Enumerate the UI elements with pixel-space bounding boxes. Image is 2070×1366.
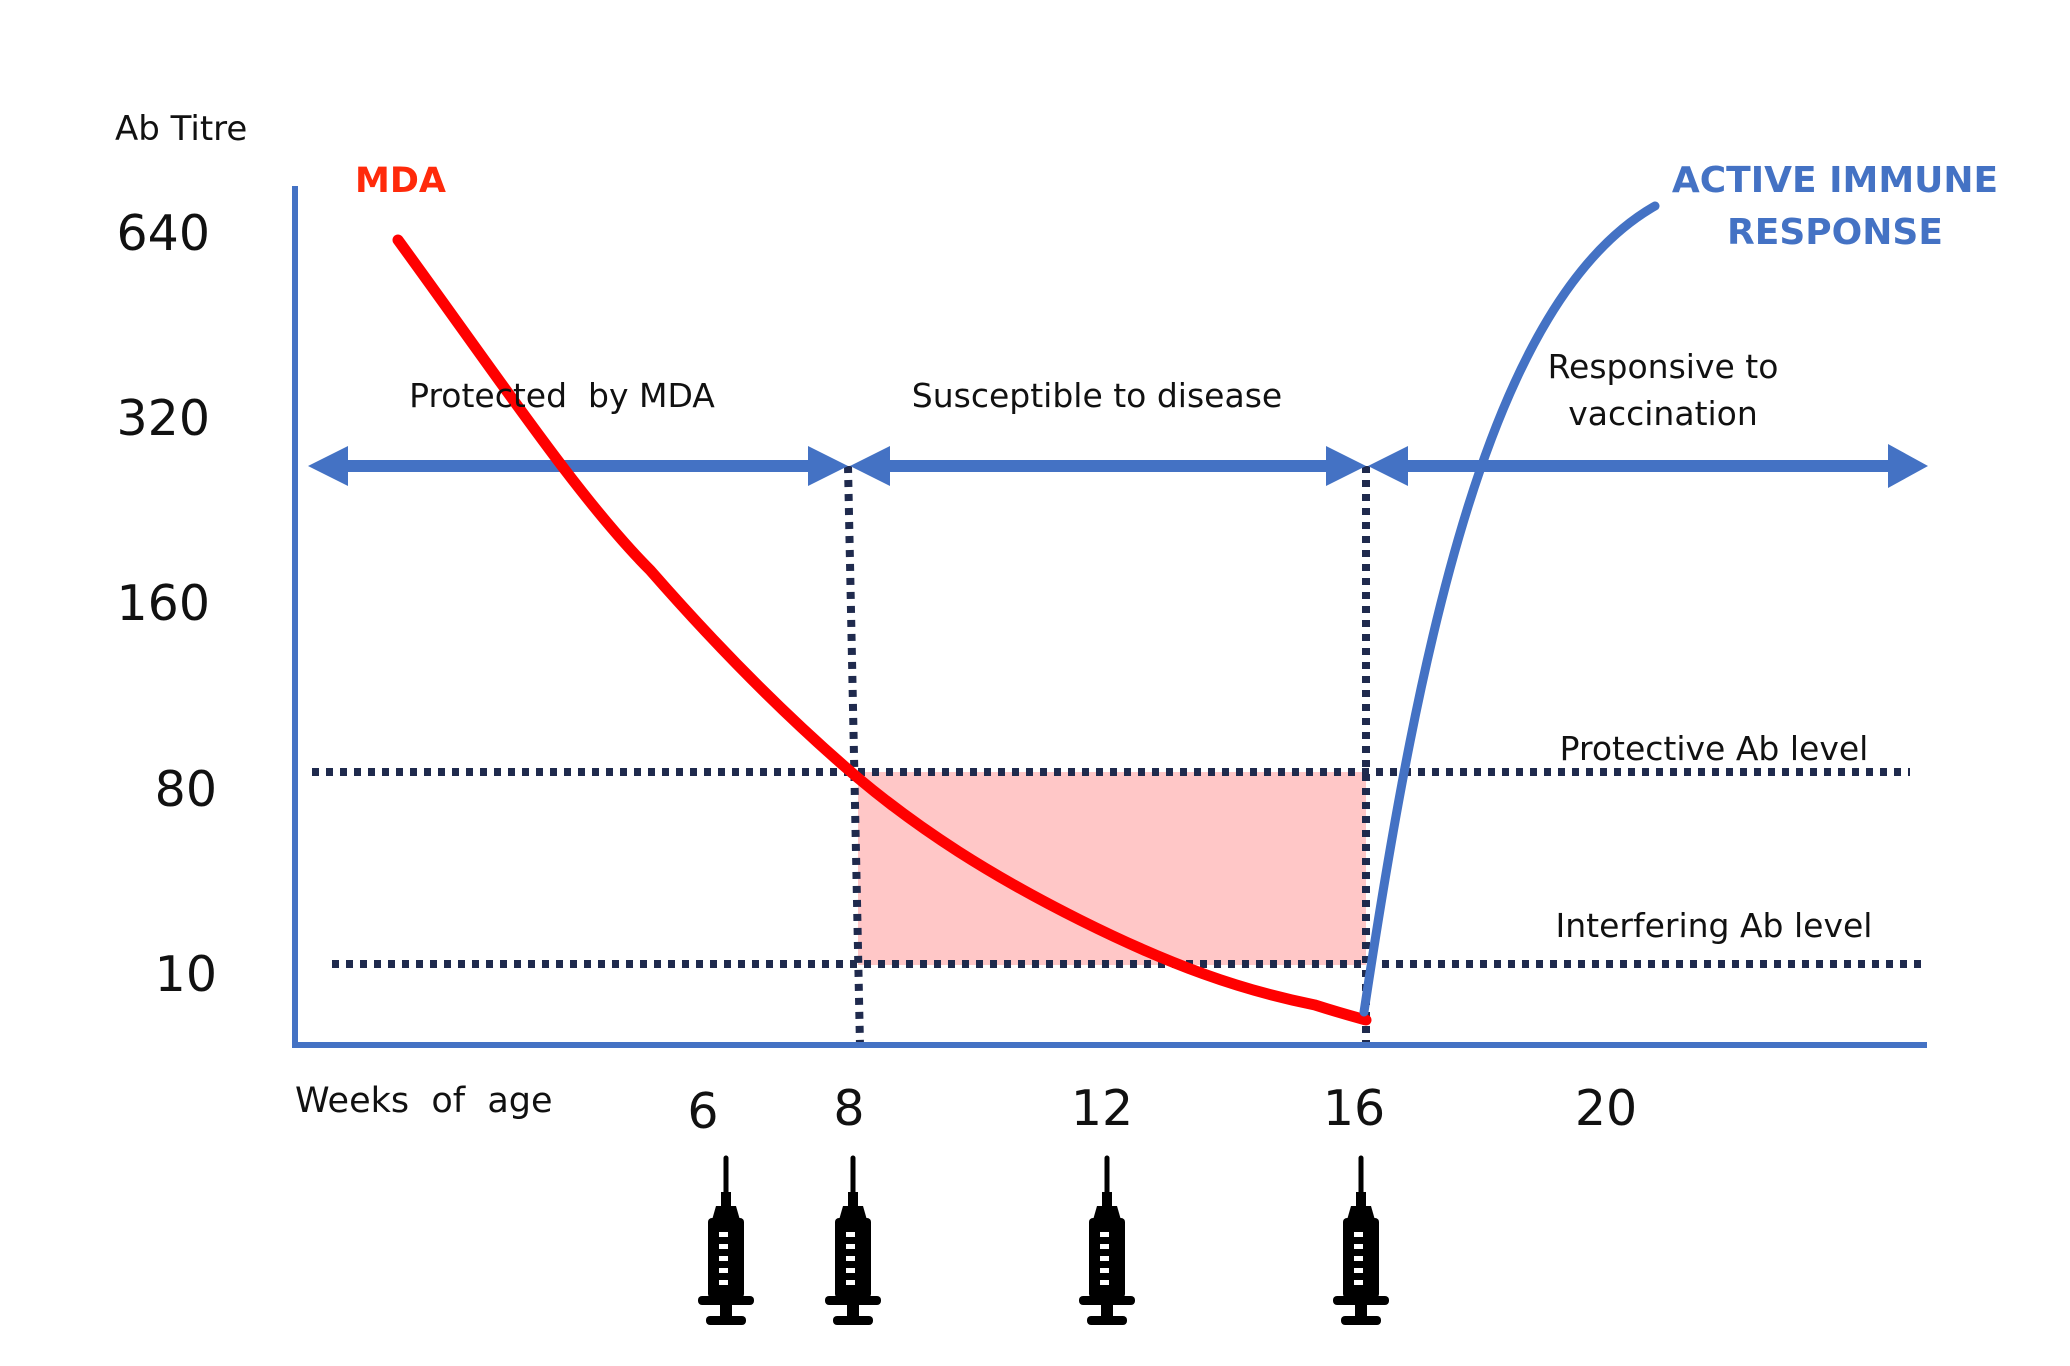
period-arrow-susceptible <box>850 446 1366 486</box>
x-axis-title: Weeks of age <box>295 1081 553 1121</box>
x-tick-label: 16 <box>1323 1080 1385 1137</box>
active-response-label-line2: RESPONSE <box>1727 212 1943 253</box>
active-response-label-line1: ACTIVE IMMUNE <box>1672 160 1998 201</box>
vaccination-syringes <box>698 1158 1389 1325</box>
y-tick-label: 640 <box>116 205 210 262</box>
y-tick-label: 320 <box>116 390 210 447</box>
period-label-protected: Protected by MDA <box>409 376 715 415</box>
syringe-icon <box>698 1158 754 1325</box>
x-tick-label: 6 <box>687 1083 718 1140</box>
y-axis-title: Ab Titre <box>115 109 247 149</box>
y-tick-label: 10 <box>155 946 217 1003</box>
x-tick-label: 8 <box>833 1080 864 1137</box>
mda-curve <box>392 234 1372 1026</box>
period-arrow-protected <box>308 446 848 486</box>
period-label-responsive-line2: vaccination <box>1568 394 1758 433</box>
y-tick-label: 160 <box>116 575 210 632</box>
syringe-icon <box>825 1158 881 1325</box>
period-arrow-responsive <box>1368 444 1928 488</box>
active-immune-response-curve <box>1359 201 1660 1017</box>
protective-level-label: Protective Ab level <box>1560 729 1869 768</box>
y-tick-label: 80 <box>155 761 217 818</box>
interfering-level-label: Interfering Ab level <box>1556 906 1873 945</box>
syringe-icon <box>1333 1158 1389 1325</box>
mda-label: MDA <box>355 161 446 201</box>
period-label-responsive-line1: Responsive to <box>1548 347 1779 386</box>
period-label-susceptible: Susceptible to disease <box>912 376 1282 415</box>
x-tick-label: 12 <box>1071 1080 1133 1137</box>
week-8-marker-line <box>844 465 864 1047</box>
syringe-icon <box>1079 1158 1135 1325</box>
x-tick-label: 20 <box>1575 1080 1637 1137</box>
